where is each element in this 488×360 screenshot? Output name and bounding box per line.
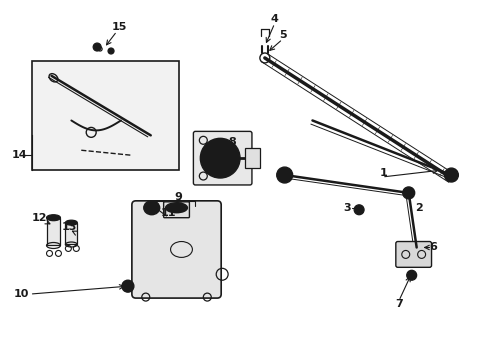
Circle shape [108, 48, 114, 54]
Text: 13: 13 [61, 222, 77, 231]
Ellipse shape [46, 215, 61, 221]
Text: 15: 15 [111, 22, 126, 32]
Text: 12: 12 [32, 213, 47, 223]
Text: 10: 10 [14, 289, 29, 299]
Text: 7: 7 [394, 299, 402, 309]
FancyBboxPatch shape [395, 242, 431, 267]
Bar [244, 148, 259, 168]
Circle shape [93, 43, 101, 51]
Circle shape [122, 280, 134, 292]
Text: 14: 14 [12, 150, 27, 160]
Circle shape [406, 270, 416, 280]
Text: 9: 9 [174, 192, 182, 202]
Circle shape [280, 171, 288, 179]
Circle shape [200, 138, 240, 178]
FancyBboxPatch shape [163, 202, 189, 218]
Circle shape [405, 190, 411, 196]
Text: 1: 1 [379, 168, 387, 178]
Ellipse shape [143, 201, 160, 215]
Text: 6: 6 [429, 243, 437, 252]
Circle shape [206, 144, 234, 172]
Bar [46, 218, 61, 246]
Ellipse shape [65, 220, 77, 225]
Text: 11: 11 [161, 208, 176, 218]
Bar [32, 61, 178, 170]
Circle shape [356, 208, 360, 212]
Text: 5: 5 [278, 30, 286, 40]
Text: 8: 8 [228, 137, 236, 147]
Text: 2: 2 [414, 203, 422, 213]
Circle shape [402, 187, 414, 199]
Circle shape [353, 205, 364, 215]
Circle shape [447, 172, 453, 178]
Bar [65, 223, 77, 244]
Text: 4: 4 [270, 14, 278, 24]
Ellipse shape [165, 203, 187, 213]
Circle shape [276, 167, 292, 183]
FancyBboxPatch shape [193, 131, 251, 185]
FancyBboxPatch shape [132, 201, 221, 298]
Circle shape [444, 168, 457, 182]
Text: 3: 3 [343, 203, 350, 213]
